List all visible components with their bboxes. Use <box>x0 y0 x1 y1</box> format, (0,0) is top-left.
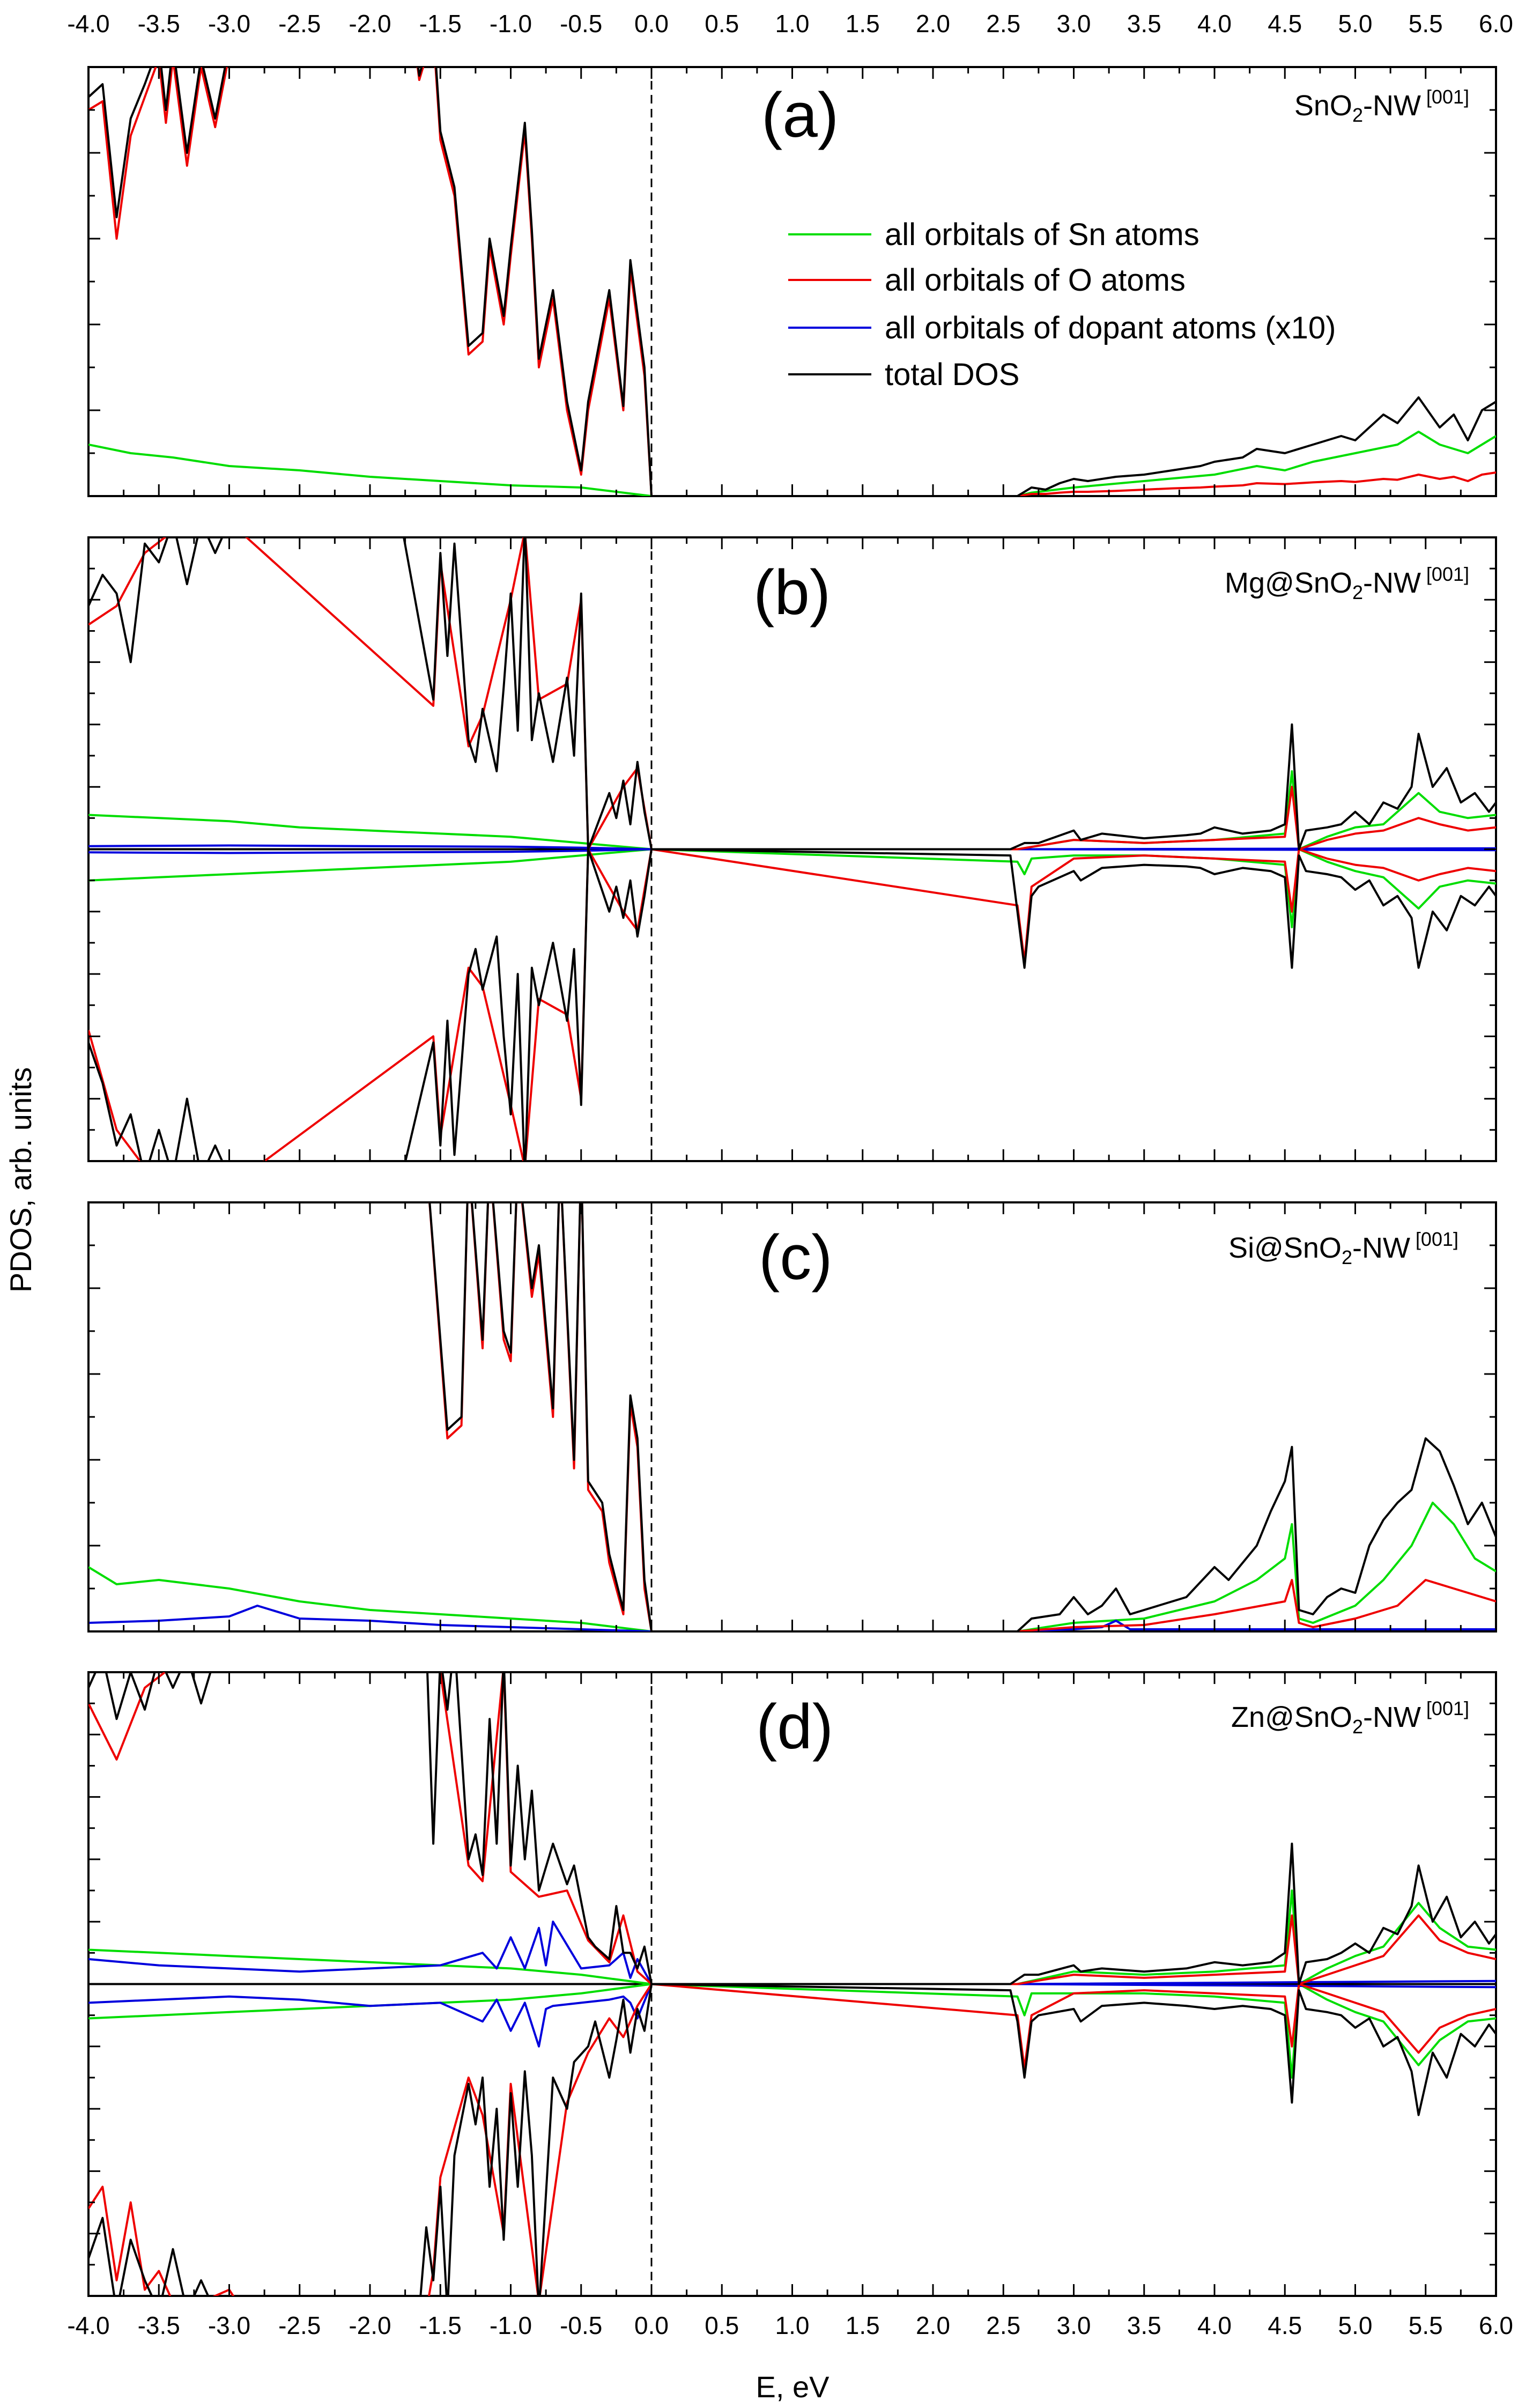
bottom-tick-label: -4.0 <box>67 2311 109 2339</box>
bottom-tick-label: 6.0 <box>1479 2311 1513 2339</box>
top-tick-label: 6.0 <box>1479 10 1513 38</box>
bottom-tick-label: 4.0 <box>1197 2311 1232 2339</box>
top-tick-label: -3.0 <box>208 10 250 38</box>
panel-d-letter: (d) <box>756 1691 833 1762</box>
legend-label-total: total DOS <box>885 357 1019 392</box>
panel-b-ticks <box>87 536 1497 1162</box>
bottom-tick-label: 5.0 <box>1338 2311 1373 2339</box>
series-layer <box>88 67 1496 2296</box>
y-axis-title: PDOS, arb. units <box>4 1067 38 1292</box>
bottom-tick-label: 2.5 <box>986 2311 1020 2339</box>
x-axis-title: E, eV <box>756 2370 830 2404</box>
panel-d-title: Zn@SnO2-NW [001] <box>1231 1697 1469 1738</box>
top-tick-label: 1.0 <box>775 10 810 38</box>
bottom-tick-label: 3.0 <box>1057 2311 1091 2339</box>
bottom-tick-label: 1.5 <box>846 2311 880 2339</box>
series-line-all-orbitals-of-o-atoms <box>88 67 1496 496</box>
panel-b-annotations: (b) Mg@SnO2-NW [001] <box>753 557 1469 628</box>
bottom-tick-label: 0.5 <box>705 2311 739 2339</box>
series-line-total-dos <box>428 1202 1496 1631</box>
panel-b-letter: (b) <box>753 557 831 628</box>
bottom-tick-label: -2.5 <box>278 2311 321 2339</box>
panel-c-ticks <box>87 1201 1497 1633</box>
bottom-tick-label: 3.5 <box>1127 2311 1161 2339</box>
series-line-total-dos-spin-down <box>88 848 1496 1161</box>
bottom-tick-label: -1.0 <box>490 2311 532 2339</box>
series-line-all-orbitals-of-o-atoms-spin-down <box>88 848 1496 1161</box>
series-line-total-dos <box>88 67 1496 496</box>
top-tick-label: 0.5 <box>705 10 739 38</box>
series-line-all-orbitals-of-o-atoms-spin-up <box>88 1672 1496 1985</box>
bottom-tick-label: 5.5 <box>1409 2311 1443 2339</box>
top-tick-label: -0.5 <box>560 10 602 38</box>
panel-d-annotations: (d) Zn@SnO2-NW [001] <box>756 1691 1469 1762</box>
series-line-all-orbitals-of-sn-atoms-spin-down <box>88 848 1496 928</box>
ticks-layer <box>87 66 1497 2297</box>
series-line-total-dos-spin-up <box>88 1672 1496 1985</box>
bottom-tick-label: -2.0 <box>349 2311 391 2339</box>
top-tick-label: -2.5 <box>278 10 321 38</box>
top-tick-label: -4.0 <box>67 10 109 38</box>
series-line-all-orbitals-of-sn-atoms <box>88 1502 1496 1631</box>
panel-b-series <box>88 537 1496 1161</box>
series-line-all-orbitals-of-o-atoms-spin-down <box>88 1983 1496 2296</box>
top-tick-label: -3.5 <box>138 10 180 38</box>
panel-a-letter: (a) <box>761 80 839 151</box>
legend-label-dopant: all orbitals of dopant atoms (x10) <box>885 311 1336 345</box>
panel-c-letter: (c) <box>759 1222 833 1293</box>
bottom-tick-label: 2.0 <box>916 2311 950 2339</box>
top-tick-label: 3.0 <box>1057 10 1091 38</box>
panel-c-annotations: (c) Si@SnO2-NW [001] <box>759 1222 1458 1293</box>
panel-a-ticks <box>87 66 1497 497</box>
top-tick-label: 1.5 <box>846 10 880 38</box>
top-tick-label: -1.5 <box>419 10 462 38</box>
legend-label-o: all orbitals of O atoms <box>885 263 1186 298</box>
panel-a-title: SnO2-NW [001] <box>1294 86 1469 126</box>
panel-d-series <box>88 1672 1496 2296</box>
series-line-total-dos-spin-up <box>88 537 1496 851</box>
legend: all orbitals of Sn atoms all orbitals of… <box>788 217 1336 392</box>
bottom-tick-label: -1.5 <box>419 2311 462 2339</box>
series-line-all-orbitals-of-sn-atoms <box>88 431 1496 496</box>
bottom-tick-label: 0.0 <box>634 2311 669 2339</box>
panel-c-title: Si@SnO2-NW [001] <box>1228 1228 1458 1268</box>
top-tick-label: 0.0 <box>634 10 669 38</box>
panel-d-ticks <box>87 1671 1497 2297</box>
top-tick-label: 4.0 <box>1197 10 1232 38</box>
bottom-tick-label: -3.5 <box>138 2311 180 2339</box>
bottom-tick-label: 1.0 <box>775 2311 810 2339</box>
top-tick-label: 5.5 <box>1409 10 1443 38</box>
series-line-total-dos-spin-down <box>88 1983 1496 2296</box>
top-tick-label: 5.0 <box>1338 10 1373 38</box>
top-axis-tick-labels: -4.0 -3.5 -3.0 -2.5 -2.0 -1.5 -1.0 -0.5 0.0 0.5 1.… <box>67 10 1513 38</box>
top-tick-label: 2.0 <box>916 10 950 38</box>
bottom-axis-tick-labels: -4.0 -3.5 -3.0 -2.5 -2.0 -1.5 -1.0 -0.5 0.0 0.5 1.… <box>67 2311 1513 2339</box>
panel-c-series <box>88 1202 1496 1631</box>
panel-b-title: Mg@SnO2-NW [001] <box>1225 563 1469 603</box>
panel-a-series <box>88 67 1496 496</box>
bottom-tick-label: 4.5 <box>1268 2311 1302 2339</box>
bottom-tick-label: -0.5 <box>560 2311 602 2339</box>
bottom-tick-label: -3.0 <box>208 2311 250 2339</box>
panel-a-annotations: (a) SnO2-NW [001] <box>761 80 1469 151</box>
top-tick-label: -1.0 <box>490 10 532 38</box>
top-tick-label: 3.5 <box>1127 10 1161 38</box>
legend-label-sn: all orbitals of Sn atoms <box>885 217 1199 252</box>
top-tick-label: 4.5 <box>1268 10 1302 38</box>
top-tick-label: 2.5 <box>986 10 1020 38</box>
top-tick-label: -2.0 <box>349 10 391 38</box>
